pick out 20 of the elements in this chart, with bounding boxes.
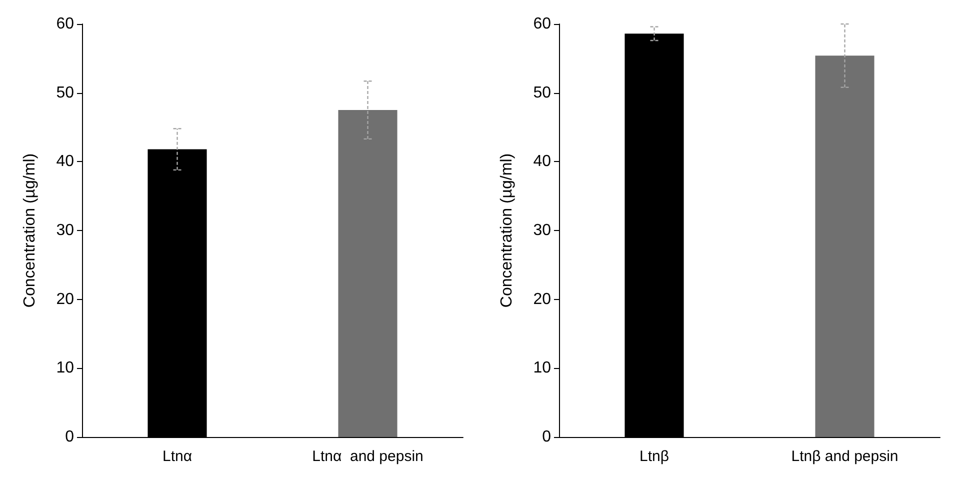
y-tick-label: 20 — [56, 290, 74, 308]
y-tick-label: 10 — [56, 360, 74, 377]
y-tick-label: 60 — [533, 16, 552, 32]
x-tick-label: Ltnβ — [640, 448, 670, 465]
y-tick-label: 0 — [542, 428, 552, 446]
y-tick-label: 20 — [533, 290, 552, 308]
x-tick-label: Ltnα and pepsin — [312, 448, 424, 465]
y-tick-label: 50 — [56, 84, 74, 102]
y-axis-title: Concentration (µg/ml) — [498, 153, 516, 308]
y-tick-label: 0 — [65, 428, 74, 446]
y-axis-title: Concentration (µg/ml) — [22, 153, 38, 308]
x-tick-label: Ltnβ and pepsin — [791, 448, 898, 465]
y-tick-label: 10 — [533, 360, 552, 377]
y-tick-label: 50 — [533, 84, 552, 102]
x-tick-label: Ltnα — [162, 448, 192, 465]
y-tick-label: 60 — [56, 16, 74, 32]
y-tick-label: 30 — [533, 222, 552, 239]
y-tick-label: 40 — [533, 153, 552, 170]
y-tick-label: 40 — [56, 153, 74, 170]
y-tick-label: 30 — [56, 222, 74, 239]
